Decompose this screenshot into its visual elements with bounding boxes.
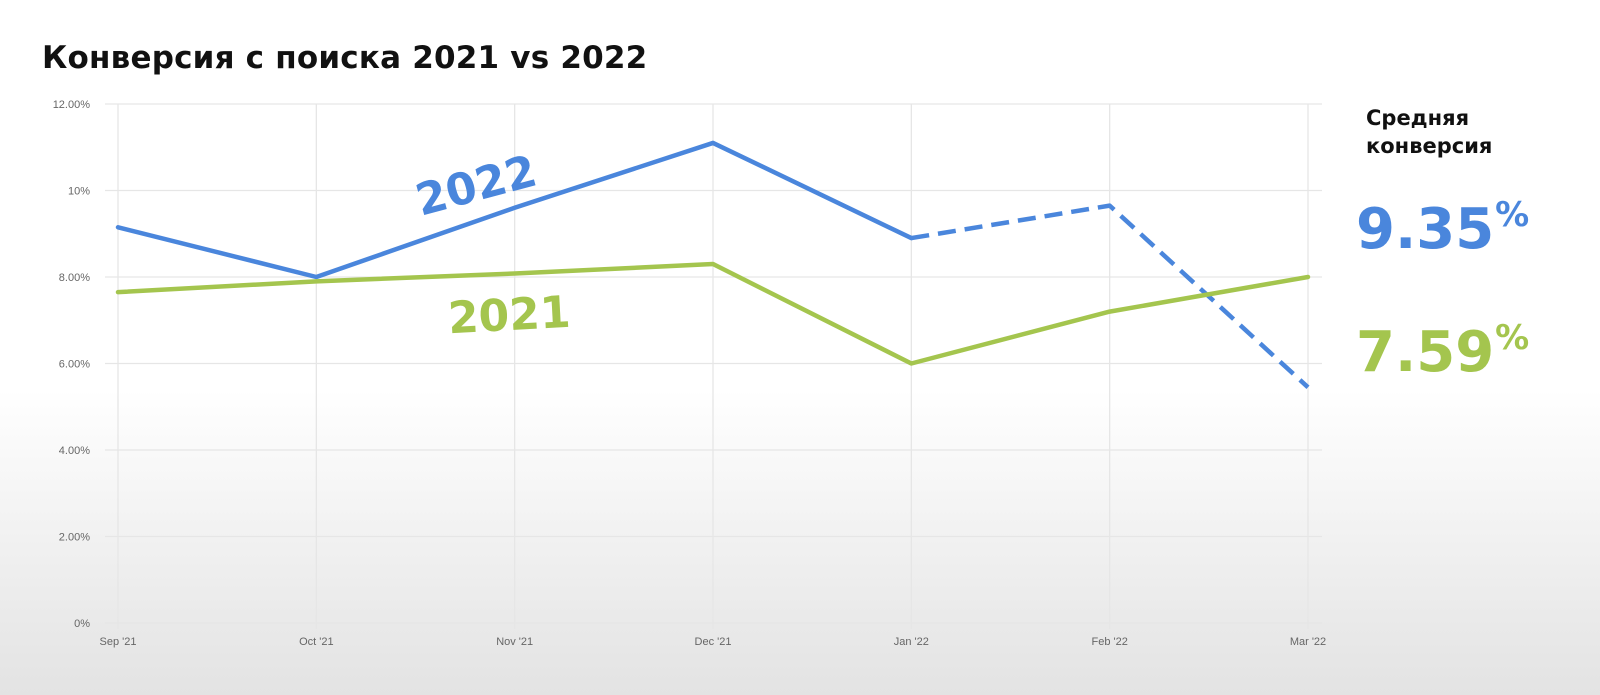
x-axis-ticks: Sep '21 Oct '21 Nov '21 Dec '21 Jan '22 Feb '… xyxy=(100,636,1327,648)
y-tick-label: 10% xyxy=(68,186,90,198)
y-tick-label: 0% xyxy=(74,618,90,630)
average-2021-value: 7.59% xyxy=(1356,318,1529,385)
x-tick-label: Feb '22 xyxy=(1091,636,1127,648)
y-tick-label: 12.00% xyxy=(53,99,91,111)
x-tick-label: Oct '21 xyxy=(299,636,334,648)
average-2021-percent: % xyxy=(1495,318,1530,358)
series-layer xyxy=(115,140,1311,389)
grid-layer xyxy=(105,103,1322,629)
y-tick-label: 8.00% xyxy=(59,272,90,284)
x-tick-label: Jan '22 xyxy=(894,636,929,648)
x-tick-label: Mar '22 xyxy=(1290,636,1326,648)
y-tick-label: 6.00% xyxy=(59,359,90,371)
y-tick-label: 2.00% xyxy=(59,532,90,544)
average-2022-value: 9.35% xyxy=(1356,195,1529,262)
average-conversion-heading: Средняя конверсия xyxy=(1366,104,1566,160)
x-tick-label: Sep '21 xyxy=(100,636,137,648)
average-heading-line1: Средняя xyxy=(1366,106,1470,130)
average-heading-line2: конверсия xyxy=(1366,134,1493,158)
series-line-2021 xyxy=(115,261,1311,366)
series-label-2022: 2022 xyxy=(410,146,541,227)
average-2022-percent: % xyxy=(1495,195,1530,235)
series-annotations: 2022 2021 xyxy=(410,146,571,345)
average-2022-number: 9.35 xyxy=(1356,197,1495,262)
chart-title: Конверсия с поиска 2021 vs 2022 xyxy=(42,40,648,76)
y-tick-label: 4.00% xyxy=(59,445,90,457)
series-line-dashed-2022 xyxy=(910,203,1310,389)
y-axis-ticks: 0% 2.00% 4.00% 6.00% 8.00% 10% 12.00% xyxy=(53,99,91,630)
series-label-2021: 2021 xyxy=(447,287,572,344)
x-tick-label: Dec '21 xyxy=(695,636,732,648)
series-line-2022 xyxy=(115,140,914,280)
average-2021-number: 7.59 xyxy=(1356,320,1495,385)
x-tick-label: Nov '21 xyxy=(496,636,533,648)
